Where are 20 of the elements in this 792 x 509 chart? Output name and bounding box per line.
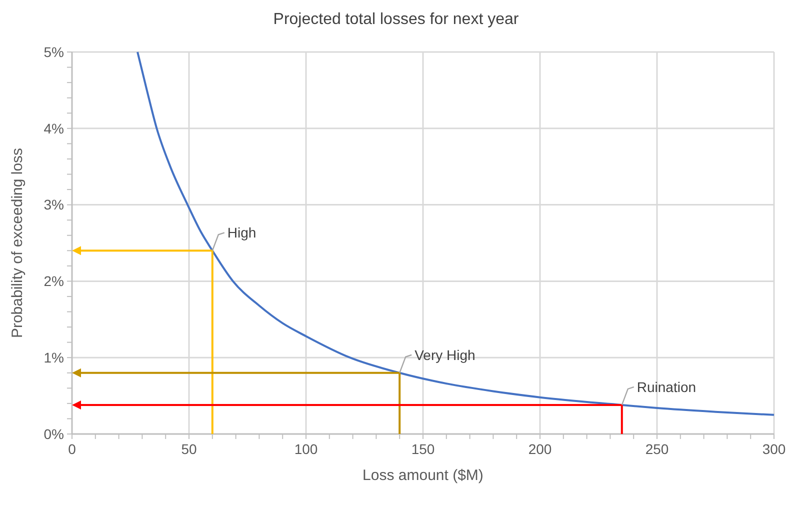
annotation: Ruination (636, 378, 696, 395)
chart-title: Projected total losses for next year (273, 11, 520, 28)
x-tick-label: 300 (762, 441, 786, 457)
annotation: High (227, 224, 256, 241)
x-axis-title: Loss amount ($M) (362, 467, 484, 484)
y-tick-label: 5% (44, 44, 64, 60)
y-tick-label: 2% (44, 273, 64, 290)
y-tick-label: 1% (44, 350, 64, 366)
x-tick-label: 250 (645, 441, 669, 457)
x-tick-label: 0 (68, 441, 76, 457)
y-axis-title: Probability of exceeding loss (9, 148, 26, 338)
x-tick-label: 200 (528, 441, 552, 457)
y-tick-label: 3% (44, 196, 64, 213)
y-tick-label: 4% (44, 120, 64, 136)
x-tick-label: 100 (294, 441, 318, 457)
y-tick-label: 0% (44, 426, 64, 442)
annotation: Very High (414, 346, 476, 363)
line-series (136, 51, 775, 416)
x-tick-label: 50 (181, 441, 197, 457)
x-tick-label: 150 (411, 441, 435, 457)
